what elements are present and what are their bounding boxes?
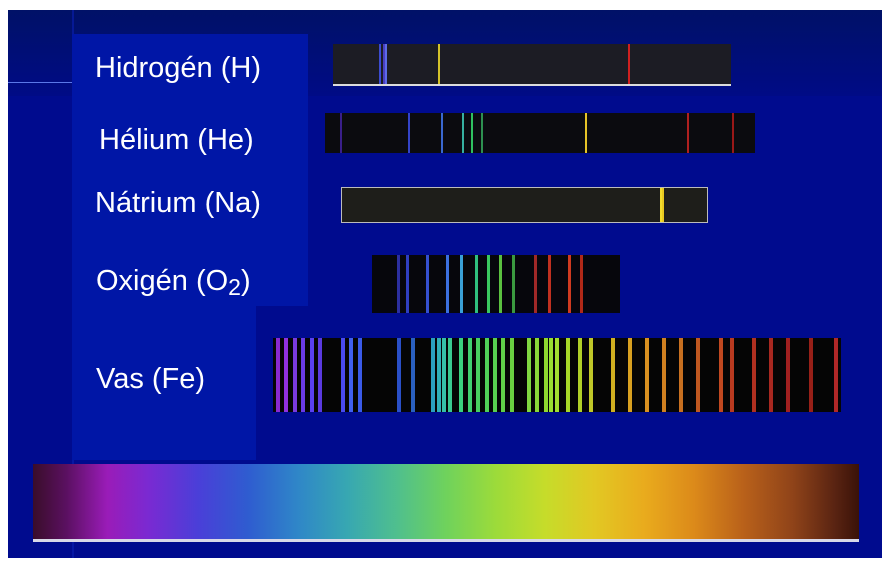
helium-spectrum xyxy=(325,113,755,153)
continuous-spectrum xyxy=(33,464,859,542)
helium-emission-line xyxy=(462,113,464,153)
iron-emission-line xyxy=(448,338,452,412)
hydrogen-emission-line xyxy=(379,44,381,84)
iron-emission-line xyxy=(510,338,514,412)
iron-label-text: Vas (Fe) xyxy=(96,363,206,395)
iron-emission-line xyxy=(809,338,813,412)
iron-emission-line xyxy=(696,338,700,412)
oxygen-emission-line xyxy=(426,255,429,313)
iron-emission-line xyxy=(549,338,553,412)
iron-emission-line xyxy=(442,338,446,412)
oxygen-label: Oxigén (O2) xyxy=(96,267,251,299)
helium-emission-line xyxy=(687,113,689,153)
iron-emission-line xyxy=(485,338,489,412)
iron-emission-line xyxy=(769,338,773,412)
hydrogen-emission-line xyxy=(385,44,387,84)
oxygen-label-text: Oxigén (O xyxy=(96,265,229,297)
iron-emission-line xyxy=(786,338,790,412)
iron-label: Vas (Fe) xyxy=(96,365,205,394)
iron-emission-line xyxy=(397,338,401,412)
oxygen-emission-line xyxy=(475,255,478,313)
oxygen-emission-line xyxy=(548,255,551,313)
iron-emission-line xyxy=(284,338,288,412)
iron-emission-line xyxy=(411,338,415,412)
iron-emission-line xyxy=(468,338,472,412)
iron-emission-line xyxy=(431,338,435,412)
iron-emission-line xyxy=(566,338,570,412)
hydrogen-emission-line xyxy=(438,44,440,84)
iron-emission-line xyxy=(437,338,441,412)
iron-emission-line xyxy=(645,338,649,412)
helium-label-text: Hélium (He) xyxy=(99,124,254,156)
oxygen-label-subscript: 2 xyxy=(228,274,241,300)
iron-emission-line xyxy=(493,338,497,412)
iron-emission-line xyxy=(730,338,734,412)
helium-emission-line xyxy=(408,113,410,153)
iron-emission-line xyxy=(501,338,505,412)
helium-emission-line xyxy=(481,113,483,153)
oxygen-emission-line xyxy=(487,255,490,313)
sodium-spectrum xyxy=(341,187,708,223)
decorative-horizontal-rule xyxy=(8,82,74,83)
iron-emission-line xyxy=(679,338,683,412)
helium-emission-line xyxy=(441,113,443,153)
iron-emission-line xyxy=(535,338,539,412)
iron-spectrum xyxy=(273,338,841,412)
oxygen-emission-line xyxy=(397,255,400,313)
oxygen-emission-line xyxy=(568,255,571,313)
iron-emission-line xyxy=(628,338,632,412)
iron-emission-line xyxy=(293,338,297,412)
oxygen-emission-line xyxy=(460,255,463,313)
sodium-emission-line xyxy=(662,188,664,222)
helium-emission-line xyxy=(471,113,473,153)
iron-emission-line xyxy=(834,338,838,412)
iron-emission-line xyxy=(341,338,345,412)
oxygen-emission-line xyxy=(580,255,583,313)
iron-emission-line xyxy=(310,338,314,412)
helium-label: Hélium (He) xyxy=(99,126,254,155)
hydrogen-label-text: Hidrogén (H) xyxy=(95,52,261,84)
iron-emission-line xyxy=(459,338,463,412)
hydrogen-spectrum xyxy=(333,44,731,86)
oxygen-emission-line xyxy=(499,255,502,313)
oxygen-emission-line xyxy=(406,255,409,313)
oxygen-emission-line xyxy=(512,255,515,313)
sodium-label: Nátrium (Na) xyxy=(95,189,261,218)
iron-emission-line xyxy=(578,338,582,412)
label-panel-lower xyxy=(72,306,256,460)
label-panel xyxy=(72,34,308,306)
iron-emission-line xyxy=(358,338,362,412)
helium-emission-line xyxy=(732,113,734,153)
iron-emission-line xyxy=(611,338,615,412)
hydrogen-label: Hidrogén (H) xyxy=(95,54,261,83)
iron-emission-line xyxy=(476,338,480,412)
oxygen-emission-line xyxy=(534,255,537,313)
helium-emission-line xyxy=(585,113,587,153)
hydrogen-emission-line xyxy=(628,44,630,84)
continuous-spectrum-edge xyxy=(33,539,859,542)
iron-emission-line xyxy=(527,338,531,412)
iron-emission-line xyxy=(349,338,353,412)
hydrogen-emission-line xyxy=(383,44,385,84)
iron-emission-line xyxy=(544,338,548,412)
oxygen-spectrum xyxy=(372,255,620,313)
iron-emission-line xyxy=(318,338,322,412)
iron-emission-line xyxy=(589,338,593,412)
iron-emission-line xyxy=(301,338,305,412)
sodium-label-text: Nátrium (Na) xyxy=(95,187,261,219)
iron-emission-line xyxy=(752,338,756,412)
iron-emission-line xyxy=(555,338,559,412)
helium-emission-line xyxy=(340,113,342,153)
iron-emission-line xyxy=(662,338,666,412)
sodium-emission-line xyxy=(660,188,662,222)
oxygen-label-close: ) xyxy=(240,265,251,297)
oxygen-emission-line xyxy=(446,255,449,313)
iron-emission-line xyxy=(276,338,280,412)
iron-emission-line xyxy=(719,338,723,412)
